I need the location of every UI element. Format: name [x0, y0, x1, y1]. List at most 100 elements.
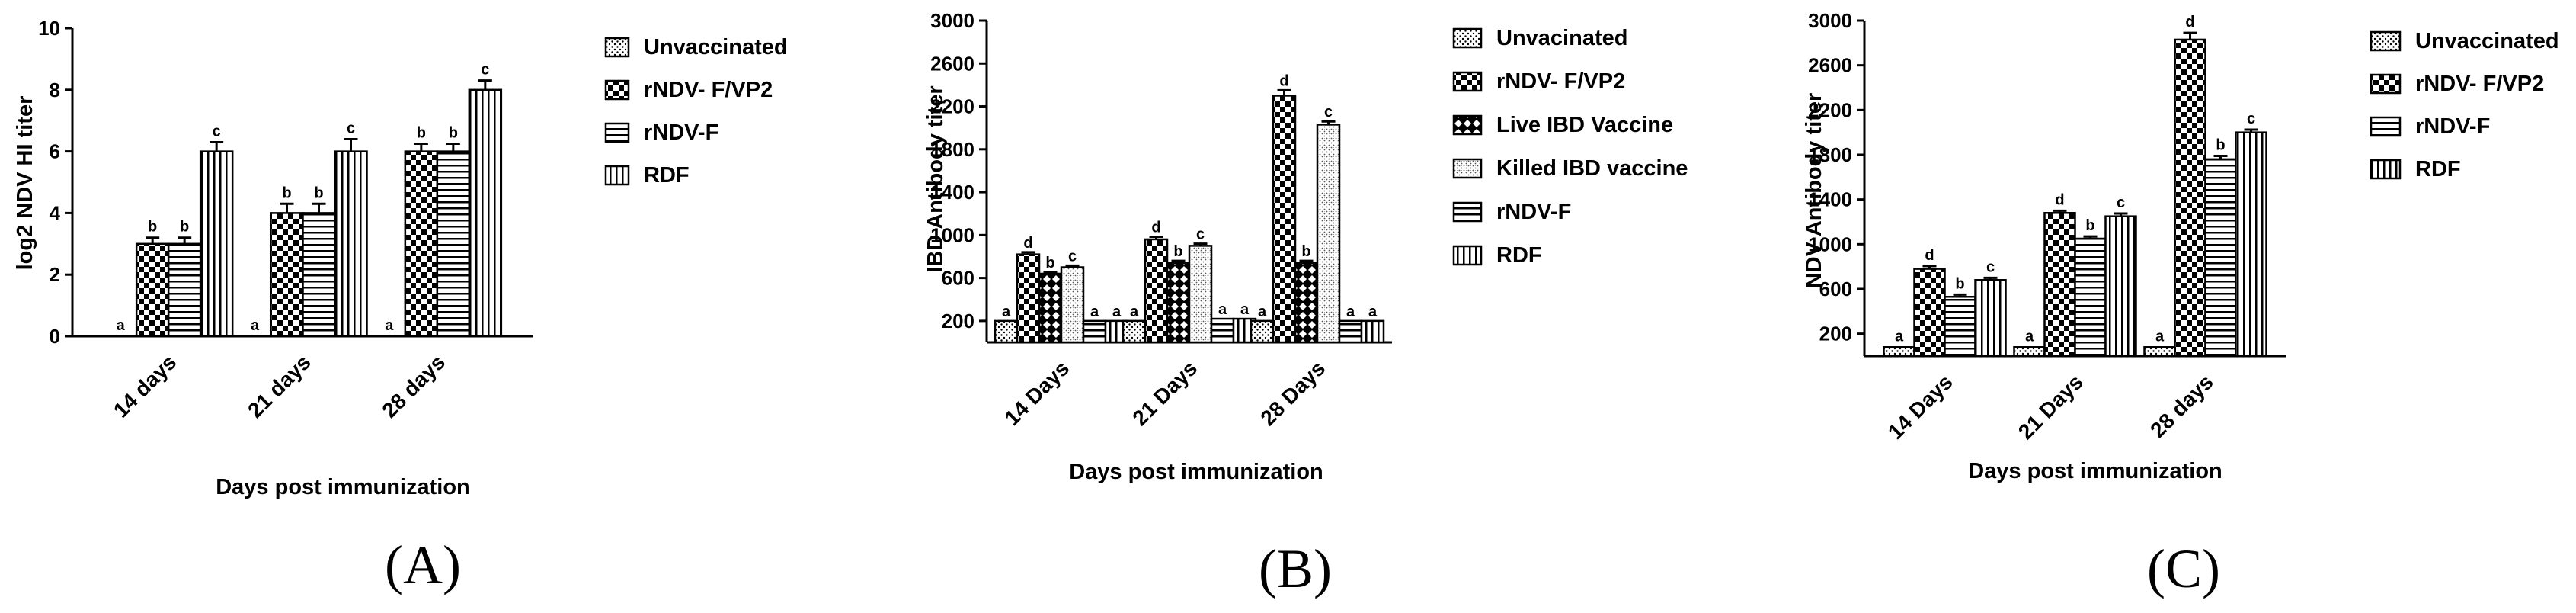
significance-letter: c: [213, 123, 221, 140]
y-tick-label: 2200: [1808, 98, 1852, 121]
bar: [302, 212, 336, 338]
legend-label: Killed IBD vaccine: [1496, 156, 1688, 181]
legend-swatch: [1452, 71, 1483, 92]
bar: [2235, 131, 2267, 358]
y-tick-label: 1400: [930, 181, 974, 204]
bar: [1188, 245, 1213, 344]
bar: [1974, 279, 2007, 358]
y-tick-label: 2600: [930, 52, 974, 75]
legend-label: rNDV- F/VP2: [644, 78, 773, 102]
bar: [1166, 262, 1191, 344]
legend: Unvacinated rNDV- F/VP2 Live IBD Vaccine Ki…: [1452, 26, 1688, 268]
significance-letter: d: [1279, 72, 1288, 89]
significance-letter: b: [180, 219, 189, 236]
significance-letter: a: [385, 317, 394, 334]
significance-letter: b: [1955, 275, 1964, 292]
chart-panel-1: 0 2 4 6 8 10 a b b c 14 days a b b c 21 days a b b c 28 days…: [13, 17, 788, 595]
significance-letter: a: [1258, 303, 1267, 320]
y-tick-label: 200: [942, 310, 974, 332]
legend-swatch: [2370, 116, 2402, 137]
x-tick-label: 28 Days: [1256, 356, 1330, 430]
significance-letter: d: [1023, 235, 1032, 252]
legend-label: Unvacinated: [1496, 26, 1627, 50]
bar: [1913, 268, 1946, 358]
bar: [404, 150, 439, 338]
y-axis-title: NDV Antibody titer: [1802, 93, 1826, 289]
bar: [2143, 346, 2176, 358]
legend-swatch: [1452, 245, 1483, 266]
significance-letter: b: [417, 125, 426, 142]
significance-letter: c: [1986, 258, 1995, 275]
bar: [2204, 158, 2237, 358]
bar: [436, 150, 471, 338]
legend-label: rNDV-F: [1496, 200, 1571, 224]
x-tick-label: 28 days: [2146, 370, 2218, 442]
bar: [1082, 319, 1107, 344]
significance-letter: b: [1301, 243, 1310, 260]
bar: [2174, 38, 2206, 358]
y-tick-label: 2: [50, 263, 60, 286]
significance-letter: a: [1112, 303, 1122, 320]
bar: [468, 88, 503, 338]
x-tick-label: 21 Days: [2014, 370, 2088, 444]
y-tick-label: 8: [50, 79, 60, 101]
significance-letter: c: [347, 120, 355, 136]
bar: [1016, 253, 1041, 344]
significance-letter: a: [1240, 301, 1250, 318]
legend-swatch: [604, 122, 630, 143]
significance-letter: b: [1173, 243, 1182, 260]
bar: [1360, 319, 1385, 344]
bar: [1272, 95, 1297, 344]
y-axis-title: log2 NDV HI titer: [13, 96, 37, 271]
bar: [135, 242, 170, 338]
significance-letter: a: [1002, 303, 1011, 320]
y-tick-label: 4: [50, 201, 61, 224]
legend-label: Unvaccinated: [2415, 29, 2559, 53]
y-axis-title: IBD Antibody titer: [923, 85, 948, 272]
bar: [1316, 124, 1341, 344]
x-tick-label: 14 Days: [1000, 356, 1074, 430]
bar: [1944, 296, 1976, 358]
significance-letter: a: [1090, 303, 1099, 320]
y-tick-label: 1800: [1808, 143, 1852, 166]
significance-letter: d: [2185, 14, 2194, 30]
panel-label: (A): [385, 534, 461, 595]
legend-label: Live IBD Vaccine: [1496, 113, 1673, 137]
legend-swatch: [2370, 30, 2402, 52]
bar: [1210, 317, 1235, 344]
x-tick-label: 28 days: [378, 350, 450, 422]
bar: [2013, 346, 2046, 358]
significance-letter: b: [2085, 217, 2094, 234]
legend-swatch: [1452, 114, 1483, 136]
y-tick-label: 200: [1819, 323, 1852, 345]
y-tick-label: 600: [942, 267, 974, 290]
y-tick-label: 3000: [930, 9, 974, 32]
x-axis-title: Days post immunization: [1069, 460, 1323, 484]
bar: [270, 212, 304, 338]
legend-swatch: [1452, 158, 1483, 179]
legend-swatch: [1452, 201, 1483, 223]
legend-label: rNDV-F: [644, 120, 718, 145]
y-tick-label: 1400: [1808, 188, 1852, 211]
significance-letter: a: [117, 317, 126, 334]
bar: [1338, 319, 1363, 344]
x-tick-label: 14 days: [109, 350, 181, 422]
legend-label: rNDV- F/VP2: [1496, 69, 1625, 94]
bar: [167, 242, 202, 338]
legend-label: rNDV- F/VP2: [2415, 72, 2544, 96]
legend-swatch: [1452, 27, 1483, 49]
bar: [2043, 212, 2076, 358]
y-tick-label: 1000: [930, 223, 974, 246]
significance-letter: d: [1151, 219, 1160, 236]
bar: [1294, 262, 1319, 344]
significance-letter: a: [2155, 328, 2165, 345]
significance-letter: a: [1218, 301, 1227, 318]
significance-letter: a: [251, 317, 260, 334]
significance-letter: c: [1068, 248, 1077, 265]
legend: Unvaccinated rNDV- F/VP2 rNDV-F RDF: [2370, 29, 2559, 181]
bar: [1250, 319, 1275, 344]
y-tick-label: 1000: [1808, 233, 1852, 255]
legend: Unvaccinated rNDV- F/VP2 rNDV-F RDF: [604, 35, 788, 188]
legend-swatch: [2370, 73, 2402, 95]
